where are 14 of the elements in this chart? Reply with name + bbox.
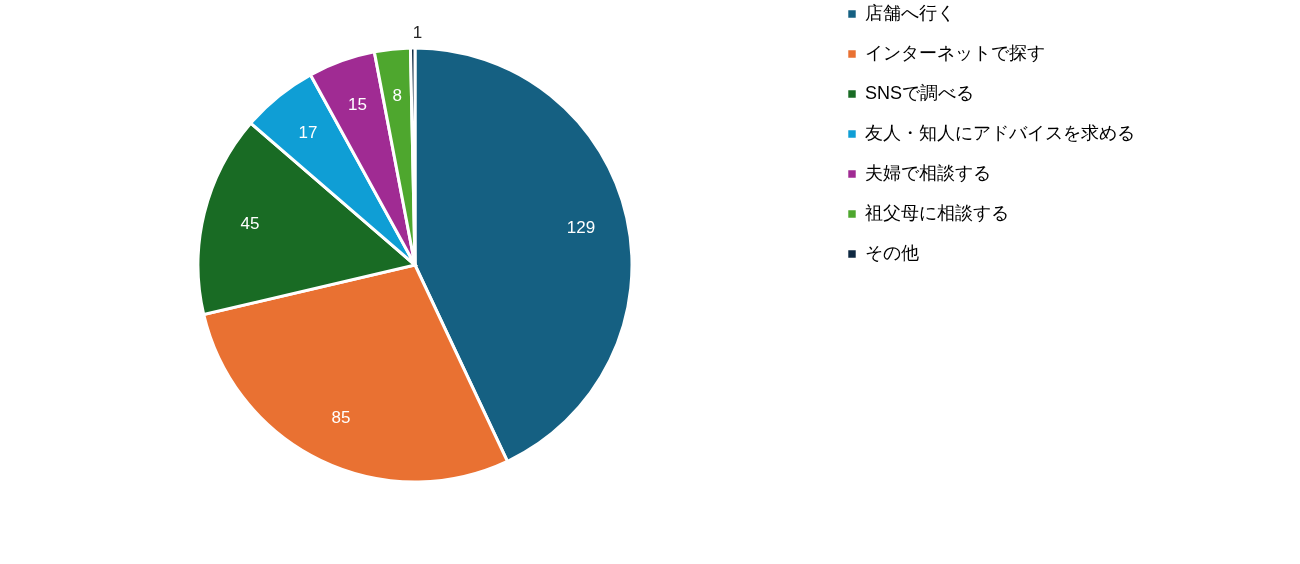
- legend-label: SNSで調べる: [865, 83, 975, 103]
- data-label: 1: [412, 23, 423, 43]
- data-label: 85: [331, 408, 351, 428]
- legend-label: 祖父母に相談する: [865, 203, 1009, 223]
- legend-label: その他: [865, 243, 919, 263]
- data-label: 45: [240, 214, 260, 234]
- legend-label: 夫婦で相談する: [865, 163, 991, 183]
- data-label: 8: [392, 85, 402, 105]
- legend-label: 友人・知人にアドバイスを求める: [865, 123, 1135, 143]
- data-label: 17: [298, 122, 318, 142]
- legend-label: 店舗へ行く: [865, 3, 955, 23]
- data-label: 15: [347, 95, 367, 115]
- data-label: 129: [566, 217, 596, 237]
- legend-label: インターネットで探す: [865, 43, 1045, 63]
